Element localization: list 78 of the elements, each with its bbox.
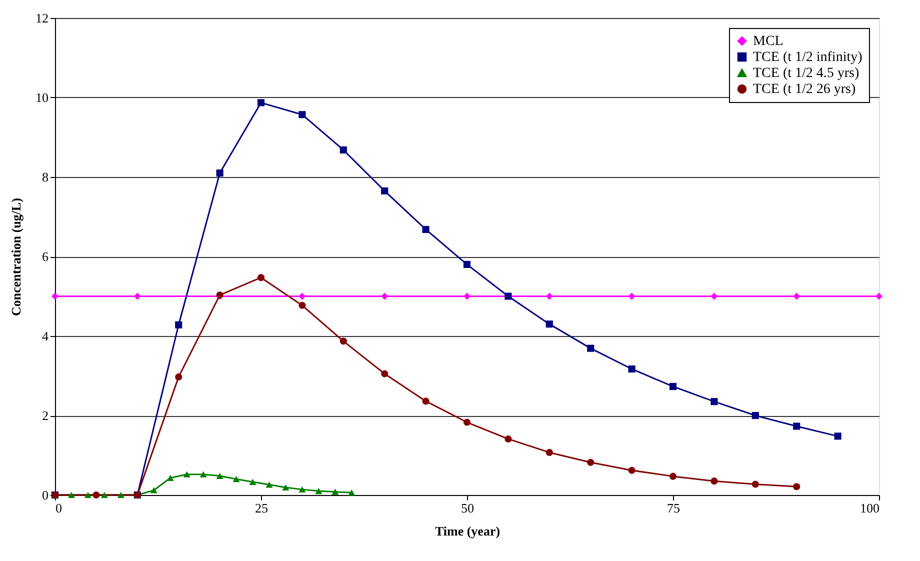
point xyxy=(298,486,306,492)
point xyxy=(298,292,306,300)
legend-label: TCE (t 1/2 infinity) xyxy=(753,50,863,65)
point xyxy=(249,478,256,485)
x-tick-label: 25 xyxy=(255,500,268,516)
x-tick-label: 100 xyxy=(860,500,880,516)
point xyxy=(710,478,718,485)
point xyxy=(216,169,224,177)
point xyxy=(298,111,306,118)
point xyxy=(315,488,322,494)
point xyxy=(422,398,430,405)
point xyxy=(166,474,174,481)
point xyxy=(587,344,594,352)
point xyxy=(628,466,636,474)
point xyxy=(348,490,356,496)
point xyxy=(834,432,842,440)
point xyxy=(216,472,224,479)
point xyxy=(340,338,347,345)
point xyxy=(875,292,883,300)
point xyxy=(175,373,182,380)
point xyxy=(340,146,347,154)
point xyxy=(117,492,124,498)
point xyxy=(463,418,471,426)
point xyxy=(504,435,512,442)
point xyxy=(463,260,471,268)
point xyxy=(200,471,207,478)
point xyxy=(51,292,59,300)
y-tick-label: 12 xyxy=(36,10,48,26)
point xyxy=(710,398,718,406)
x-tick-label: 75 xyxy=(667,500,680,516)
point xyxy=(266,482,273,488)
point xyxy=(134,292,141,300)
point xyxy=(463,292,471,300)
y-axis-title: Concentration (ug/L) xyxy=(8,198,24,316)
point xyxy=(92,491,100,499)
y-tick-label: 2 xyxy=(42,408,48,423)
point xyxy=(100,492,108,498)
point xyxy=(298,302,306,309)
point xyxy=(546,320,553,328)
point xyxy=(504,292,512,300)
point xyxy=(183,471,190,478)
y-tick-label: 6 xyxy=(42,249,49,264)
point xyxy=(669,472,677,480)
legend-label: TCE (t 1/2 26 yrs) xyxy=(753,82,856,97)
point xyxy=(232,476,240,482)
point xyxy=(381,370,388,378)
point xyxy=(546,448,553,456)
point xyxy=(68,492,76,498)
point xyxy=(257,274,265,282)
y-tick-label: 0 xyxy=(42,488,48,502)
y-tick-label: 4 xyxy=(42,328,49,344)
x-tick-label: 50 xyxy=(461,500,474,516)
point xyxy=(587,458,594,466)
point xyxy=(793,483,800,490)
y-tick-label: 8 xyxy=(42,170,48,184)
point xyxy=(175,321,182,328)
point xyxy=(332,488,339,495)
point xyxy=(628,292,636,300)
point xyxy=(381,187,388,194)
point xyxy=(793,422,800,430)
point xyxy=(257,99,265,106)
legend-label: MCL xyxy=(753,34,784,49)
point xyxy=(546,292,553,300)
legend-label: TCE (t 1/2 4.5 yrs) xyxy=(753,66,860,81)
point xyxy=(150,487,158,494)
point xyxy=(793,292,800,300)
point xyxy=(282,484,290,491)
point xyxy=(422,226,430,234)
point xyxy=(628,365,636,373)
x-axis-title: Time (year) xyxy=(434,524,500,538)
point xyxy=(710,292,718,300)
point xyxy=(84,492,92,498)
point xyxy=(752,480,759,488)
point xyxy=(381,292,388,300)
point xyxy=(752,412,759,420)
point xyxy=(669,382,677,390)
y-tick-label: 10 xyxy=(36,90,48,105)
x-tick-label: 0 xyxy=(56,500,62,516)
